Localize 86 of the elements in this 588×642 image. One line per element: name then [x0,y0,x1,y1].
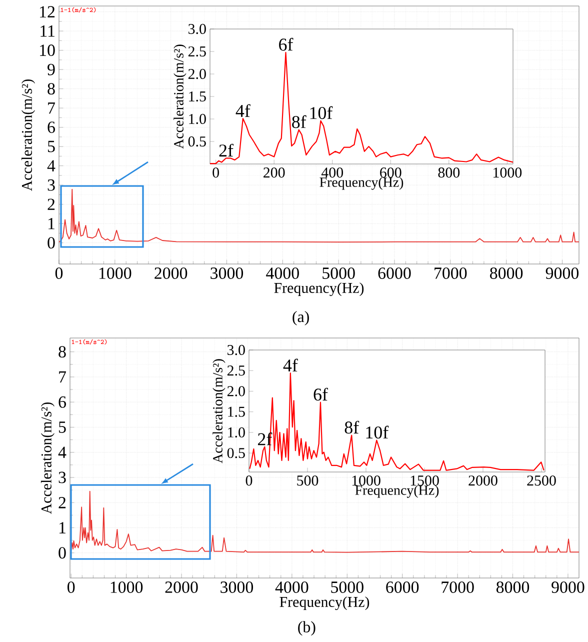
x-tick-label: 5000 [331,582,364,593]
annotation: 2f [219,144,234,156]
y-tick-label: 2 [48,198,54,210]
x-tick-label: 6000 [378,268,411,279]
x-axis-title: Frequency(Hz) [355,485,438,498]
x-tick-label: 2500 [527,476,556,486]
x-tick-label: 7000 [434,268,467,279]
x-tick-label: 4000 [275,582,308,593]
x-tick-label: 9000 [551,582,584,593]
annotation: 6f [278,38,294,51]
y-tick-label: 8 [58,346,66,358]
x-tick-label: 400 [321,168,343,178]
text: (b) [298,621,316,636]
y-tick-label: 2.5 [227,366,245,376]
line-series [249,372,544,471]
y-tick-label: 0.5 [188,136,206,147]
annotation: 6f [314,388,328,401]
y-tick-label: 1 [59,522,66,534]
y-tick-label: 3.0 [188,24,206,34]
y-tick-label: 5 [48,140,55,152]
y-axis-title: Acceleration(m/s²) [212,359,226,464]
y-axis-title: Acceleration(m/s²) [174,44,186,149]
x-tick-label: 500 [297,476,318,486]
x-tick-label: 800 [438,168,460,178]
y-tick-label: 4 [47,160,56,172]
x-tick-label: 3000 [210,268,243,279]
x-tick-label: 2000 [165,582,198,593]
x-tick-label: 0 [246,476,252,486]
x-tick-label: 1000 [110,582,142,593]
x-tick-label: 8000 [496,582,529,593]
x-tick-label: 600 [380,168,402,178]
annotation: 8f [344,420,359,434]
x-tick-label: 0 [212,168,219,178]
y-tick-label: 9 [47,64,55,76]
y-tick-label: 10 [40,44,55,56]
x-tick-label: 200 [263,168,285,178]
y-tick-label: 0.5 [227,448,245,458]
y-tick-label: 3.0 [227,344,245,356]
x-tick-label: 1000 [493,168,522,178]
y-tick-label: 7 [48,102,55,114]
x-tick-label: 5000 [322,268,355,279]
y-tick-label: 3 [58,472,66,484]
y-tick-label: 2.0 [227,386,245,396]
x-tick-label: 4000 [266,268,299,279]
annotation: 10f [310,106,333,120]
y-tick-label: 2 [58,496,66,508]
x-axis-title: Frequency(Hz) [280,596,369,610]
y-tick-label: 1.0 [189,114,206,124]
x-tick-label: 3000 [220,582,253,593]
x-axis-title: Frequency(Hz) [274,282,364,296]
y-tick-label: 1 [48,218,54,230]
y-axis-title: Acceleration(m/s²) [21,79,35,192]
x-tick-label: 1000 [99,268,132,279]
x-tick-label: 9000 [546,268,578,279]
x-tick-label: 0 [67,582,75,593]
x-tick-label: 1000 [352,476,380,486]
y-tick-label: 8 [48,83,55,95]
x-tick-label: 2000 [468,476,498,486]
x-tick-label: 1500 [410,476,439,486]
y-tick-label: 3 [48,179,55,191]
annotation: 4f [236,104,250,117]
y-tick-label: 11 [40,25,54,37]
x-tick-label: 2000 [154,268,188,279]
y-tick-label: 4 [58,446,66,458]
y-tick-label: 2.0 [188,68,206,80]
y-tick-label: 0 [58,547,66,559]
y-tick-label: 6 [48,122,55,133]
y-tick-label: 1.5 [228,406,245,417]
line-series [209,52,514,164]
annotation: 10f [366,426,388,439]
y-tick-label: 12 [40,6,54,18]
annotation: 4f [283,358,298,372]
y-tick-label: 0 [48,237,55,249]
x-tick-label: 8000 [490,268,522,279]
x-tick-label: 7000 [442,582,474,593]
y-tick-label: 5 [58,422,66,433]
x-tick-label: 6000 [386,582,419,593]
x-axis-title: Frequency(Hz) [320,177,403,190]
y-tick-label: 1.0 [228,427,245,438]
text: (a) [292,310,309,326]
y-tick-label: 7 [59,371,66,382]
y-tick-label: 2.5 [188,46,206,57]
y-axis-title: Acceleration(m/s²) [40,402,54,514]
y-tick-label: 1.5 [189,91,206,102]
y-tick-label: 6 [58,396,66,408]
annotation: 8f [292,115,306,128]
